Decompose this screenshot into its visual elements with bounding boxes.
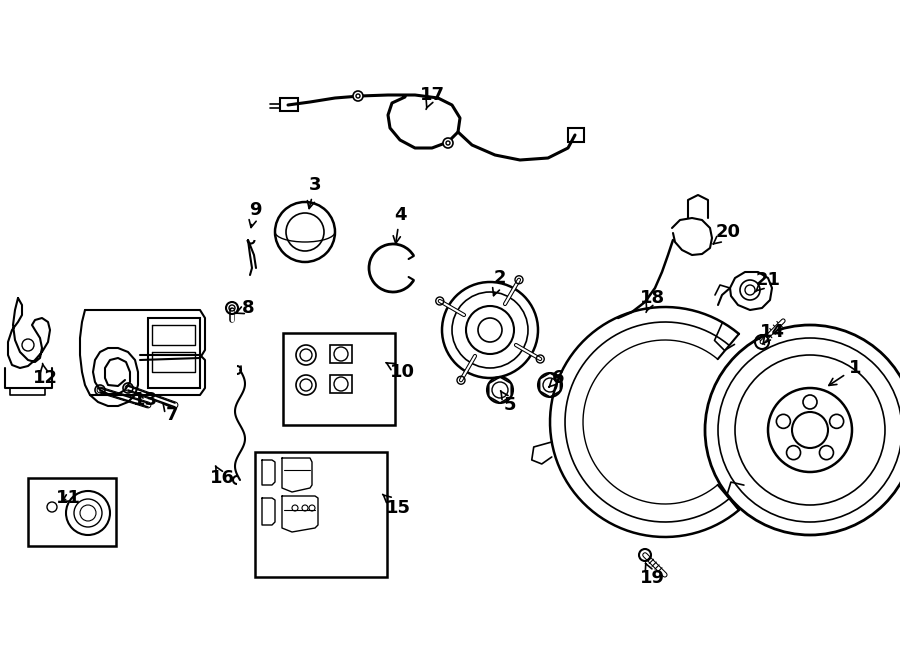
Text: 4: 4 [393, 206, 406, 243]
Text: 1: 1 [829, 359, 861, 385]
Bar [280, 98, 298, 111]
Bar [255, 452, 387, 577]
Text: 17: 17 [419, 86, 445, 109]
Text: 21: 21 [755, 271, 780, 292]
Bar [28, 478, 116, 546]
Circle shape [353, 91, 363, 101]
Text: 19: 19 [640, 563, 664, 587]
Text: 8: 8 [236, 299, 255, 317]
Bar [568, 128, 584, 142]
Text: 16: 16 [210, 466, 235, 487]
Text: 10: 10 [386, 363, 415, 381]
Bar [283, 333, 395, 425]
Text: 13: 13 [132, 391, 157, 409]
Bar [330, 345, 352, 363]
Bar [148, 318, 200, 388]
Bar [330, 375, 352, 393]
Text: 18: 18 [639, 289, 664, 313]
Text: 9: 9 [248, 201, 261, 227]
Text: 14: 14 [760, 323, 785, 344]
Text: 6: 6 [549, 369, 564, 387]
Text: 2: 2 [492, 269, 506, 295]
Circle shape [443, 138, 453, 148]
Text: 7: 7 [163, 403, 178, 424]
Text: 20: 20 [713, 223, 741, 244]
Text: 11: 11 [56, 489, 80, 507]
Text: 5: 5 [500, 391, 517, 414]
Text: 12: 12 [32, 364, 58, 387]
Text: 3: 3 [308, 176, 321, 208]
Text: 15: 15 [382, 494, 410, 517]
